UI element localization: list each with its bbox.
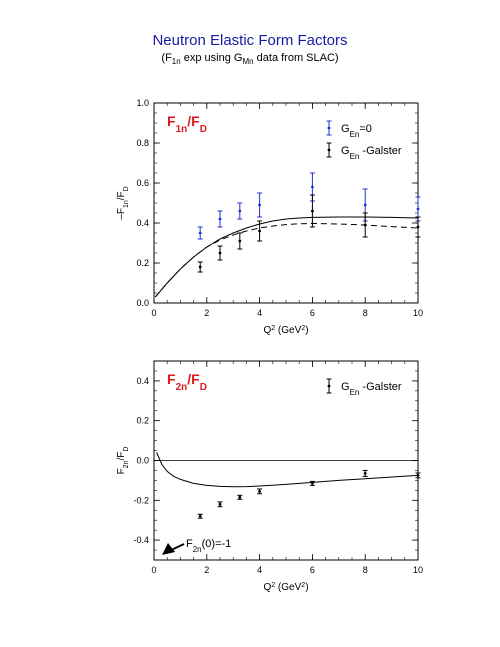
data-point	[218, 502, 222, 506]
plot-frame	[153, 102, 419, 304]
legend-marker	[327, 126, 331, 130]
y-tick-label: 0.4	[136, 218, 149, 228]
data-point	[311, 185, 314, 189]
x-tick-label: 0	[151, 308, 156, 318]
x-tick-label: 6	[310, 565, 315, 575]
x-tick-label: 8	[363, 565, 368, 575]
data-point	[218, 251, 222, 255]
y-tick-label: 0.6	[136, 178, 149, 188]
subtitle-mid: exp using G	[180, 52, 243, 64]
data-point	[218, 217, 222, 221]
chart-subtitle: (F1n exp using GMn data from SLAC)	[0, 52, 500, 66]
data-point	[258, 489, 261, 493]
x-axis-label: Q2 (GeV2)	[263, 325, 308, 337]
chart-title: Neutron Elastic Form Factors	[152, 32, 348, 49]
data-point	[258, 203, 261, 207]
data-point	[416, 207, 420, 211]
y-tick-label: -0.4	[133, 535, 149, 545]
data-point	[416, 474, 420, 477]
data-point	[311, 209, 314, 213]
subtitle-prefix: (F	[161, 52, 172, 64]
y-tick-label: 0.0	[136, 298, 149, 308]
x-tick-label: 10	[413, 565, 423, 575]
data-point	[363, 203, 367, 207]
data-point	[363, 223, 367, 227]
y-tick-label: 0.8	[136, 138, 149, 148]
legend-label: GEn -Galster	[341, 145, 402, 161]
data-point	[238, 239, 242, 243]
y-tick-label: 0.4	[136, 376, 149, 386]
y-axis-label: –F1n/FD	[116, 186, 130, 219]
y-tick-label: 0.2	[136, 416, 149, 426]
data-point	[238, 209, 242, 213]
curve-solid	[154, 216, 419, 298]
curve-solid	[156, 452, 419, 488]
data-point	[258, 229, 261, 233]
y-tick-label: -0.2	[133, 495, 149, 505]
legend-marker	[327, 384, 331, 388]
y-tick-label: 0.2	[136, 258, 149, 268]
legend-marker	[327, 148, 331, 152]
panel-2: 0 2 4 6 8 10 -0.4 -0.2 0.0 0.2 0.4 F2n/FD GEn -Galst…	[116, 360, 423, 594]
x-tick-label: 8	[363, 308, 368, 318]
y-axis-label: F2n/FD	[116, 447, 130, 475]
annotation-arrow-head	[162, 543, 175, 555]
legend-label: GEn -Galster	[341, 381, 402, 397]
panel-1: 0 2 4 6 8 10 0.0 0.2 0.4 0.6 0.8 1.0 F1n/FD GEn=0 GEn …	[116, 98, 423, 336]
x-tick-label: 2	[204, 565, 209, 575]
data-point	[198, 265, 202, 269]
panel-label: F2n/FD	[167, 371, 207, 393]
x-tick-label: 4	[257, 308, 262, 318]
panel-label: F1n/FD	[167, 113, 207, 135]
x-tick-label: 2	[204, 308, 209, 318]
data-point	[198, 231, 202, 235]
y-tick-label: 0.0	[136, 456, 149, 466]
data-point	[198, 514, 202, 518]
data-point	[238, 495, 242, 499]
x-tick-label: 4	[257, 565, 262, 575]
annotation-label: F2n(0)=-1	[186, 538, 231, 554]
x-tick-label: 6	[310, 308, 315, 318]
x-axis-label: Q2 (GeV2)	[263, 582, 308, 594]
subtitle-suffix: data from SLAC)	[253, 52, 339, 64]
subtitle-f-sub: 1n	[171, 57, 181, 67]
y-tick-label: 1.0	[136, 98, 149, 108]
x-tick-label: 0	[151, 565, 156, 575]
legend-label: GEn=0	[341, 123, 372, 139]
curve-dashed	[154, 222, 419, 298]
data-point	[363, 472, 367, 475]
data-point	[416, 225, 420, 229]
subtitle-g-sub: Mn	[242, 57, 254, 67]
x-tick-label: 10	[413, 308, 423, 318]
data-point	[311, 481, 314, 485]
